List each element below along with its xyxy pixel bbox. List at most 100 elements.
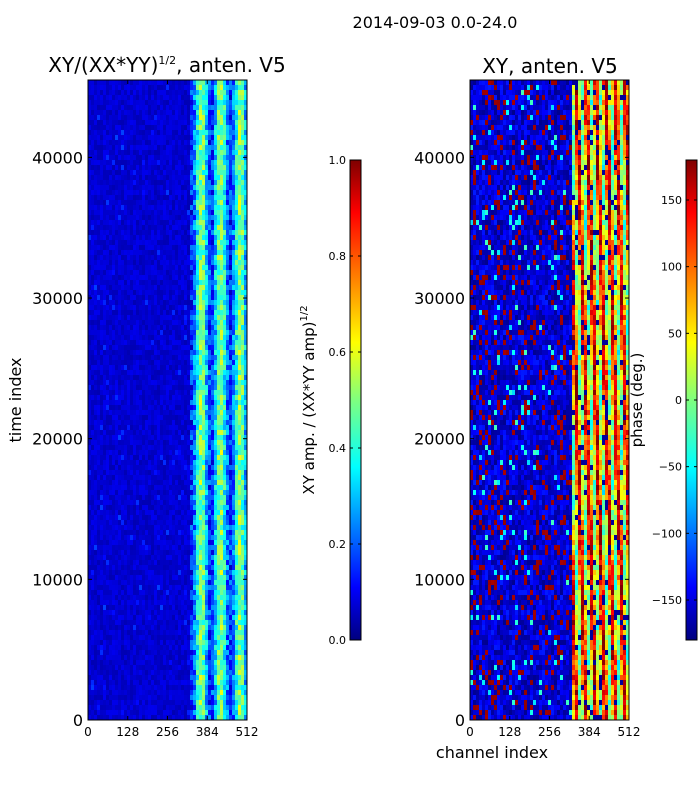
heatmap-cell	[154, 310, 157, 315]
heatmap-cell	[109, 340, 112, 345]
heatmap-cell	[109, 450, 112, 455]
heatmap-cell	[190, 290, 193, 295]
heatmap-cell	[166, 195, 169, 200]
heatmap-cell	[94, 490, 97, 495]
heatmap-cell	[187, 380, 190, 385]
heatmap-cell	[199, 265, 202, 270]
heatmap-cell	[121, 140, 124, 145]
heatmap-cell	[175, 235, 178, 240]
heatmap-cell	[109, 155, 112, 160]
heatmap-cell	[160, 385, 163, 390]
heatmap-cell	[127, 675, 130, 680]
heatmap-cell	[169, 290, 172, 295]
heatmap-cell	[124, 625, 127, 630]
heatmap-cell	[91, 95, 94, 100]
heatmap-cell	[142, 290, 145, 295]
heatmap-cell	[100, 640, 103, 645]
heatmap-cell	[136, 630, 139, 635]
heatmap-cell	[196, 165, 199, 170]
heatmap-cell	[181, 265, 184, 270]
heatmap-cell	[133, 570, 136, 575]
heatmap-cell	[133, 715, 136, 720]
heatmap-cell	[163, 530, 166, 535]
heatmap-cell	[100, 305, 103, 310]
heatmap-cell	[172, 475, 175, 480]
heatmap-cell	[187, 335, 190, 340]
heatmap-cell	[118, 115, 121, 120]
heatmap-cell	[184, 605, 187, 610]
heatmap-cell	[100, 320, 103, 325]
heatmap-cell	[88, 630, 91, 635]
heatmap-cell	[175, 215, 178, 220]
heatmap-cell	[187, 600, 190, 605]
heatmap-cell	[88, 440, 91, 445]
heatmap-cell	[109, 470, 112, 475]
heatmap-cell	[130, 305, 133, 310]
heatmap-cell	[145, 285, 148, 290]
heatmap-cell	[106, 445, 109, 450]
heatmap-cell	[97, 265, 100, 270]
heatmap-cell	[154, 300, 157, 305]
heatmap-cell	[121, 625, 124, 630]
heatmap-cell	[190, 100, 193, 105]
heatmap-cell	[136, 315, 139, 320]
heatmap-cell	[172, 620, 175, 625]
heatmap-cell	[106, 580, 109, 585]
heatmap-cell	[127, 485, 130, 490]
heatmap-cell	[127, 585, 130, 590]
heatmap-cell	[145, 510, 148, 515]
heatmap-cell	[100, 710, 103, 715]
heatmap-cell	[136, 465, 139, 470]
heatmap-cell	[196, 290, 199, 295]
heatmap-cell	[145, 270, 148, 275]
heatmap-cell	[148, 100, 151, 105]
heatmap-cell	[157, 210, 160, 215]
heatmap-cell	[190, 420, 193, 425]
heatmap-cell	[130, 420, 133, 425]
heatmap-cell	[118, 715, 121, 720]
heatmap-cell	[112, 290, 115, 295]
heatmap-cell	[157, 145, 160, 150]
heatmap-cell	[166, 490, 169, 495]
heatmap-cell	[103, 155, 106, 160]
heatmap-cell	[193, 290, 196, 295]
heatmap-cell	[202, 710, 205, 715]
heatmap-cell	[154, 425, 157, 430]
heatmap-cell	[193, 630, 196, 635]
heatmap-cell	[100, 160, 103, 165]
heatmap-cell	[157, 280, 160, 285]
heatmap-cell	[91, 465, 94, 470]
heatmap-cell	[196, 705, 199, 710]
heatmap-cell	[127, 115, 130, 120]
heatmap-cell	[109, 615, 112, 620]
heatmap-cell	[97, 365, 100, 370]
heatmap-cell	[184, 710, 187, 715]
heatmap-cell	[190, 470, 193, 475]
heatmap-cell	[166, 320, 169, 325]
heatmap-cell	[127, 555, 130, 560]
heatmap-cell	[121, 400, 124, 405]
heatmap-cell	[112, 140, 115, 145]
heatmap-cell	[178, 100, 181, 105]
heatmap-cell	[130, 220, 133, 225]
heatmap-cell	[160, 100, 163, 105]
heatmap-cell	[163, 685, 166, 690]
heatmap-cell	[91, 660, 94, 665]
heatmap-cell	[118, 140, 121, 145]
heatmap-cell	[91, 545, 94, 550]
heatmap-cell	[184, 655, 187, 660]
heatmap-cell	[193, 465, 196, 470]
heatmap-cell	[157, 150, 160, 155]
heatmap-cell	[133, 435, 136, 440]
heatmap-cell	[190, 210, 193, 215]
heatmap-cell	[175, 145, 178, 150]
heatmap-cell	[178, 320, 181, 325]
heatmap-cell	[97, 155, 100, 160]
heatmap-cell	[142, 175, 145, 180]
heatmap-cell	[172, 220, 175, 225]
heatmap-cell	[115, 160, 118, 165]
heatmap-cell	[163, 360, 166, 365]
heatmap-cell	[178, 110, 181, 115]
heatmap-cell	[190, 345, 193, 350]
heatmap-cell	[121, 545, 124, 550]
